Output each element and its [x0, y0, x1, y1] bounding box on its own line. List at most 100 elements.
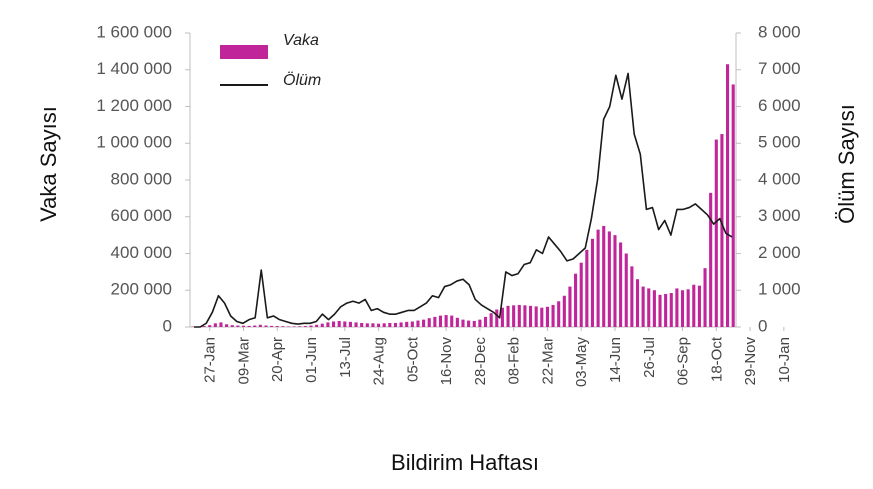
vaka-bar [303, 326, 307, 327]
vaka-bar [534, 306, 538, 327]
vaka-bar [675, 288, 679, 327]
vaka-bar [680, 290, 685, 327]
vaka-bar [523, 305, 527, 327]
vaka-bar [405, 321, 409, 327]
vaka-bar [371, 323, 375, 327]
vaka-bar [292, 326, 296, 327]
x-tick-label: 29-Nov [742, 337, 759, 386]
vaka-bar [703, 268, 707, 327]
vaka-bar [354, 322, 358, 327]
vaka-bar [236, 325, 240, 327]
vaka-bar [551, 304, 555, 327]
vaka-bar [281, 326, 285, 327]
vaka-bar [343, 321, 347, 327]
y2-tick-label: 6 000 [758, 96, 801, 115]
vaka-bar [382, 323, 386, 327]
vaka-bar [388, 322, 392, 327]
x-tick-label: 24-Aug [371, 337, 388, 385]
vaka-bar [545, 306, 549, 327]
vaka-bar [500, 307, 504, 327]
vaka-bar [348, 321, 352, 327]
vaka-bar [613, 235, 617, 328]
x-tick-label: 03-May [573, 337, 590, 388]
vaka-bar [585, 249, 589, 327]
vaka-bar [495, 309, 499, 327]
x-tick-label: 08-Feb [506, 337, 523, 385]
x-tick-label: 09-Mar [236, 337, 253, 385]
y-tick-label: 800 000 [111, 169, 172, 188]
vaka-bar [450, 315, 454, 327]
vaka-bar [517, 304, 521, 327]
legend: Vaka Ölüm [220, 32, 321, 89]
y-tick-label: 1 400 000 [96, 59, 172, 78]
vaka-bar [438, 315, 443, 327]
vaka-bar [478, 319, 482, 327]
vaka-bars [191, 64, 735, 328]
vaka-bar [208, 325, 212, 327]
vaka-bar [247, 325, 251, 327]
vaka-bar [264, 325, 268, 327]
y2-tick-label: 5 000 [758, 133, 801, 152]
vaka-bar [726, 64, 730, 328]
vaka-bar [241, 325, 246, 327]
x-tick-label: 22-Mar [539, 337, 556, 385]
vaka-bar [562, 295, 566, 327]
vaka-bar [607, 231, 611, 327]
vaka-bar [596, 229, 600, 327]
vaka-bar [647, 288, 651, 327]
olum-line [194, 72, 733, 328]
x-tick-label: 06-Sep [675, 337, 692, 385]
y-tick-label: 600 000 [111, 206, 172, 225]
x-tick-label: 10-Jan [776, 337, 793, 383]
y2-tick-label: 2 000 [758, 243, 801, 262]
y2-axis-title: Ölüm Sayısı [834, 104, 859, 224]
vaka-bar [433, 316, 437, 327]
y2-tick-label: 8 000 [758, 22, 801, 41]
vaka-bar [720, 134, 724, 327]
vaka-bar [422, 319, 426, 327]
vaka-bar [275, 326, 279, 327]
vaka-bar [230, 325, 234, 327]
vaka-bar [512, 305, 516, 327]
vaka-bar [399, 322, 403, 327]
x-tick-label: 26-Jul [641, 337, 658, 378]
vaka-bar [225, 324, 229, 327]
vaka-bar [635, 279, 640, 327]
vaka-bar [444, 315, 448, 327]
vaka-bar [337, 320, 341, 327]
vaka-bar [270, 325, 274, 327]
right-axis-ticks: 0 1 000 2 000 3 000 4 000 5 000 6 000 7 000 8 00… [736, 22, 801, 335]
legend-vaka-label: Vaka [283, 32, 319, 49]
y-tick-label: 400 000 [111, 243, 172, 262]
x-axis-title: Bildirim Haftası [391, 450, 539, 475]
vaka-bar [461, 319, 465, 327]
vaka-bar [624, 253, 628, 327]
vaka-bar [286, 326, 291, 327]
vaka-bar [664, 293, 668, 327]
x-tick-label: 01-Jun [303, 337, 320, 383]
vaka-bar [697, 285, 701, 327]
vaka-bar [467, 320, 471, 327]
vaka-bar [202, 326, 206, 327]
y2-tick-label: 1 000 [758, 280, 801, 299]
vaka-bar [331, 321, 336, 327]
x-axis-ticks: 27-Jan 09-Mar 20-Apr 01-Jun 13-Jul 24-Aug 05-O… [202, 327, 793, 387]
vaka-bar [377, 323, 381, 327]
vaka-bar [427, 318, 431, 327]
vaka-bar [258, 324, 262, 327]
legend-olum-label: Ölüm [283, 71, 321, 89]
vaka-bar [579, 262, 583, 327]
vaka-bar [298, 326, 302, 327]
x-tick-label: 27-Jan [202, 337, 219, 383]
y-tick-label: 1 200 000 [96, 96, 172, 115]
vaka-bar [326, 322, 330, 327]
vaka-bar [540, 307, 544, 327]
vaka-bar [315, 324, 319, 327]
vaka-bar [506, 305, 510, 327]
vaka-bar [213, 323, 217, 327]
vaka-bar [731, 84, 735, 327]
vaka-bar [619, 242, 623, 327]
y2-tick-label: 7 000 [758, 59, 801, 78]
vaka-bar [568, 286, 572, 327]
